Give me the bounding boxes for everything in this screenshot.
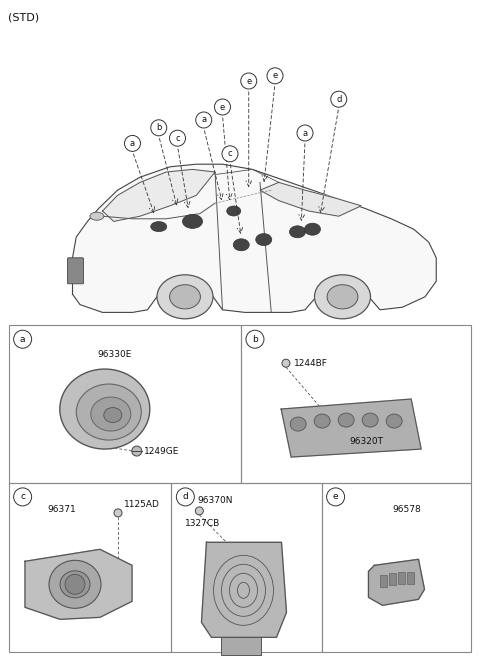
- Text: 1327CB: 1327CB: [185, 519, 221, 528]
- Circle shape: [326, 488, 345, 506]
- Circle shape: [132, 446, 142, 456]
- Circle shape: [241, 73, 257, 89]
- Ellipse shape: [91, 397, 131, 431]
- Ellipse shape: [227, 206, 241, 216]
- Text: c: c: [175, 134, 180, 143]
- Circle shape: [169, 130, 185, 147]
- Circle shape: [222, 146, 238, 162]
- Circle shape: [215, 99, 230, 115]
- Text: a: a: [20, 334, 25, 344]
- Ellipse shape: [60, 369, 150, 449]
- Circle shape: [331, 91, 347, 107]
- FancyBboxPatch shape: [68, 258, 84, 284]
- Ellipse shape: [49, 560, 101, 608]
- Bar: [408, 572, 415, 584]
- Text: b: b: [156, 124, 161, 132]
- Circle shape: [246, 330, 264, 348]
- Text: a: a: [201, 116, 206, 124]
- Bar: [241, 325, 471, 483]
- Text: 96320T: 96320T: [349, 437, 383, 446]
- Text: 1125AD: 1125AD: [124, 501, 160, 509]
- Bar: [221, 637, 262, 655]
- Ellipse shape: [290, 417, 306, 431]
- Ellipse shape: [304, 223, 321, 235]
- Circle shape: [65, 574, 85, 595]
- Ellipse shape: [104, 407, 122, 422]
- Circle shape: [196, 112, 212, 128]
- Ellipse shape: [157, 275, 213, 319]
- Text: c: c: [228, 149, 232, 158]
- Text: 96330E: 96330E: [97, 350, 132, 359]
- Text: 96371: 96371: [48, 505, 76, 514]
- Bar: [9, 325, 241, 483]
- Text: 1249GE: 1249GE: [144, 447, 179, 455]
- Text: c: c: [20, 492, 25, 501]
- Ellipse shape: [60, 571, 90, 598]
- Circle shape: [13, 330, 32, 348]
- Polygon shape: [281, 399, 421, 457]
- Text: 1244BF: 1244BF: [294, 359, 328, 368]
- Circle shape: [13, 488, 32, 506]
- Ellipse shape: [338, 413, 354, 427]
- Text: a: a: [130, 139, 135, 148]
- Polygon shape: [202, 542, 287, 637]
- Ellipse shape: [151, 221, 167, 232]
- Ellipse shape: [76, 384, 141, 440]
- Bar: [389, 574, 396, 585]
- Circle shape: [114, 509, 122, 517]
- Ellipse shape: [327, 284, 358, 309]
- Bar: [171, 483, 322, 652]
- Polygon shape: [260, 183, 361, 216]
- Bar: [398, 572, 406, 584]
- Text: e: e: [246, 76, 252, 85]
- Ellipse shape: [256, 234, 272, 246]
- Text: e: e: [220, 102, 225, 112]
- Text: b: b: [252, 334, 258, 344]
- Text: (STD): (STD): [8, 12, 39, 22]
- Circle shape: [124, 135, 141, 151]
- Ellipse shape: [362, 413, 378, 427]
- Text: 96578: 96578: [392, 505, 421, 514]
- Circle shape: [176, 488, 194, 506]
- Bar: [9, 483, 171, 652]
- Bar: [381, 576, 387, 587]
- Polygon shape: [25, 549, 132, 620]
- Ellipse shape: [314, 414, 330, 428]
- Polygon shape: [103, 170, 215, 221]
- Text: e: e: [333, 492, 338, 501]
- Circle shape: [282, 359, 290, 367]
- Ellipse shape: [90, 212, 104, 220]
- Circle shape: [267, 68, 283, 84]
- Ellipse shape: [169, 284, 201, 309]
- Circle shape: [297, 125, 313, 141]
- Polygon shape: [369, 559, 424, 605]
- Text: 96370N: 96370N: [197, 496, 233, 505]
- Ellipse shape: [314, 275, 371, 319]
- Bar: [322, 483, 471, 652]
- Ellipse shape: [182, 214, 203, 229]
- Circle shape: [151, 120, 167, 136]
- Ellipse shape: [233, 238, 249, 251]
- Text: d: d: [336, 95, 341, 104]
- Ellipse shape: [289, 226, 305, 238]
- Ellipse shape: [386, 414, 402, 428]
- Circle shape: [195, 507, 204, 515]
- Text: d: d: [182, 492, 188, 501]
- Text: e: e: [272, 72, 277, 80]
- Polygon shape: [72, 164, 436, 312]
- Text: a: a: [302, 129, 308, 137]
